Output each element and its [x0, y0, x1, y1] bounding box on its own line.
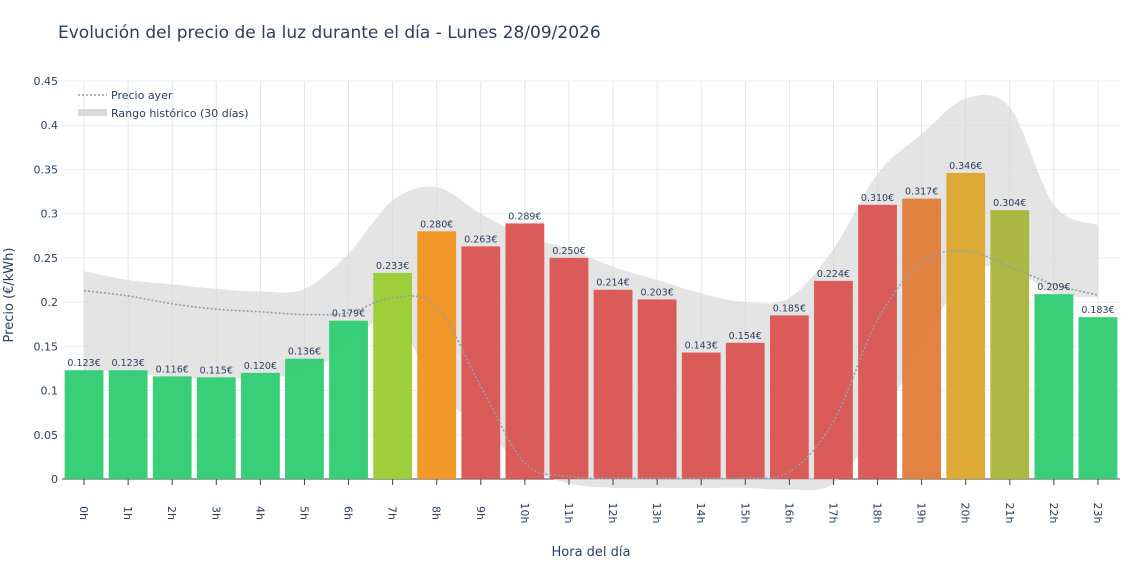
y-axis-label: Precio (€/kWh) [2, 248, 17, 343]
bar-label-11h: 0.250€ [552, 246, 585, 257]
x-tick-label-22h: 22h [1047, 503, 1060, 524]
bar-label-4h: 0.120€ [244, 361, 277, 372]
x-tick-label-3h: 3h [209, 506, 222, 520]
y-ticks: 0 0.05 0.1 0.15 0.2 0.25 0.3 0.35 0.4 0.45 [34, 75, 59, 486]
previous-day-line [83, 249, 1099, 480]
bar-label-9h: 0.263€ [464, 234, 497, 245]
bar-13h [637, 299, 677, 479]
x-tick-label-23h: 23h [1091, 503, 1104, 524]
legend[interactable]: Precio ayer Rango histórico (30 días) [78, 89, 249, 120]
bar-5h [285, 358, 324, 479]
y-tick-label: 0.35 [34, 163, 59, 176]
bar-label-17h: 0.224€ [817, 269, 850, 280]
bar-4h [240, 372, 280, 479]
bar-10h [505, 223, 545, 479]
bar-8h [417, 231, 457, 479]
bar-label-14h: 0.143€ [685, 341, 718, 352]
bar-label-0h: 0.123€ [67, 358, 100, 369]
x-tick-label-5h: 5h [297, 506, 310, 520]
bar-2h [152, 376, 192, 479]
bar-18h [858, 204, 897, 480]
bar-label-15h: 0.154€ [729, 331, 762, 342]
bar-label-18h: 0.310€ [861, 193, 894, 204]
bar-label-2h: 0.116€ [156, 364, 189, 375]
bar-16h [769, 315, 809, 479]
bar-label-23h: 0.183€ [1081, 305, 1114, 316]
chart-title: Evolución del precio de la luz durante e… [58, 23, 601, 43]
x-tick-label-15h: 15h [738, 503, 751, 524]
bar-label-5h: 0.136€ [288, 347, 321, 358]
bar-22h [1034, 294, 1074, 479]
x-tick-label-16h: 16h [782, 503, 795, 524]
x-tick-label-17h: 17h [826, 503, 839, 524]
bar-label-12h: 0.214€ [596, 278, 629, 289]
x-tick-label-9h: 9h [474, 506, 487, 520]
bar-20h [946, 172, 986, 479]
x-tick-label-1h: 1h [121, 506, 134, 520]
y-tick-label: 0.15 [34, 340, 59, 353]
x-tick-label-10h: 10h [518, 503, 531, 524]
x-tick-label-2h: 2h [165, 506, 178, 520]
bar-label-19h: 0.317€ [905, 187, 938, 198]
bar-15h [725, 342, 765, 479]
x-tick-label-21h: 21h [1003, 503, 1016, 524]
bar-3h [196, 377, 236, 479]
x-tick-label-8h: 8h [430, 506, 443, 520]
x-tick-label-0h: 0h [77, 506, 90, 520]
legend-prev-day[interactable]: Precio ayer [111, 89, 173, 102]
x-tick-label-7h: 7h [386, 506, 399, 520]
bar-21h [990, 210, 1030, 479]
x-tick-label-19h: 19h [915, 503, 928, 524]
x-tick-label-13h: 13h [650, 503, 663, 524]
y-tick-label: 0.4 [41, 119, 59, 132]
bars [64, 172, 1118, 480]
x-tick-label-14h: 14h [694, 503, 707, 524]
historical-range-area [84, 94, 1098, 491]
historical-range-band [84, 94, 1098, 491]
bar-label-10h: 0.289€ [508, 211, 541, 222]
y-tick-label: 0.1 [41, 385, 59, 398]
bar-label-6h: 0.179€ [332, 309, 365, 320]
previous-day-path [83, 249, 1099, 480]
bar-12h [593, 289, 633, 479]
bar-1h [108, 370, 148, 479]
x-axis-label: Hora del día [552, 545, 631, 560]
legend-range-swatch [78, 109, 107, 116]
x-tick-label-20h: 20h [959, 503, 972, 524]
y-tick-label: 0.25 [34, 252, 59, 265]
x-tick-label-12h: 12h [606, 503, 619, 524]
x-tick-label-4h: 4h [253, 506, 266, 520]
bar-label-3h: 0.115€ [200, 365, 233, 376]
bar-label-22h: 0.209€ [1037, 282, 1070, 293]
bar-label-13h: 0.203€ [641, 287, 674, 298]
bar-label-1h: 0.123€ [112, 358, 145, 369]
bar-label-16h: 0.185€ [773, 303, 806, 314]
x-tick-label-11h: 11h [562, 503, 575, 524]
bar-label-7h: 0.233€ [376, 261, 409, 272]
y-tick-label: 0.3 [41, 208, 59, 221]
bar-0h [64, 370, 104, 479]
y-tick-label: 0.05 [34, 429, 59, 442]
bar-9h [461, 246, 501, 479]
bar-11h [549, 257, 589, 479]
y-tick-label: 0.2 [41, 296, 59, 309]
bar-17h [814, 280, 853, 479]
bar-14h [681, 352, 721, 479]
bar-7h [373, 272, 413, 479]
x-tick-label-18h: 18h [871, 503, 884, 524]
bar-23h [1078, 317, 1118, 479]
bar-label-8h: 0.280€ [420, 219, 453, 230]
x-tick-label-6h: 6h [342, 506, 355, 520]
legend-historical-range[interactable]: Rango histórico (30 días) [111, 107, 249, 120]
y-tick-label: 0.45 [34, 75, 59, 88]
x-ticks: 0h 1h 2h 3h 4h 5h 6h 7h 8h 9h 10h 11h 12h 13h 14h 15h 16… [77, 479, 1104, 524]
bar-6h [329, 320, 368, 479]
bar-label-21h: 0.304€ [993, 198, 1026, 209]
y-tick-label: 0 [51, 473, 58, 486]
bar-labels: 0.123€ 0.123€ 0.116€ 0.115€ 0.120€ 0.136€ 0.17… [67, 161, 1114, 376]
bar-label-20h: 0.346€ [949, 161, 982, 172]
bar-19h [902, 198, 942, 479]
